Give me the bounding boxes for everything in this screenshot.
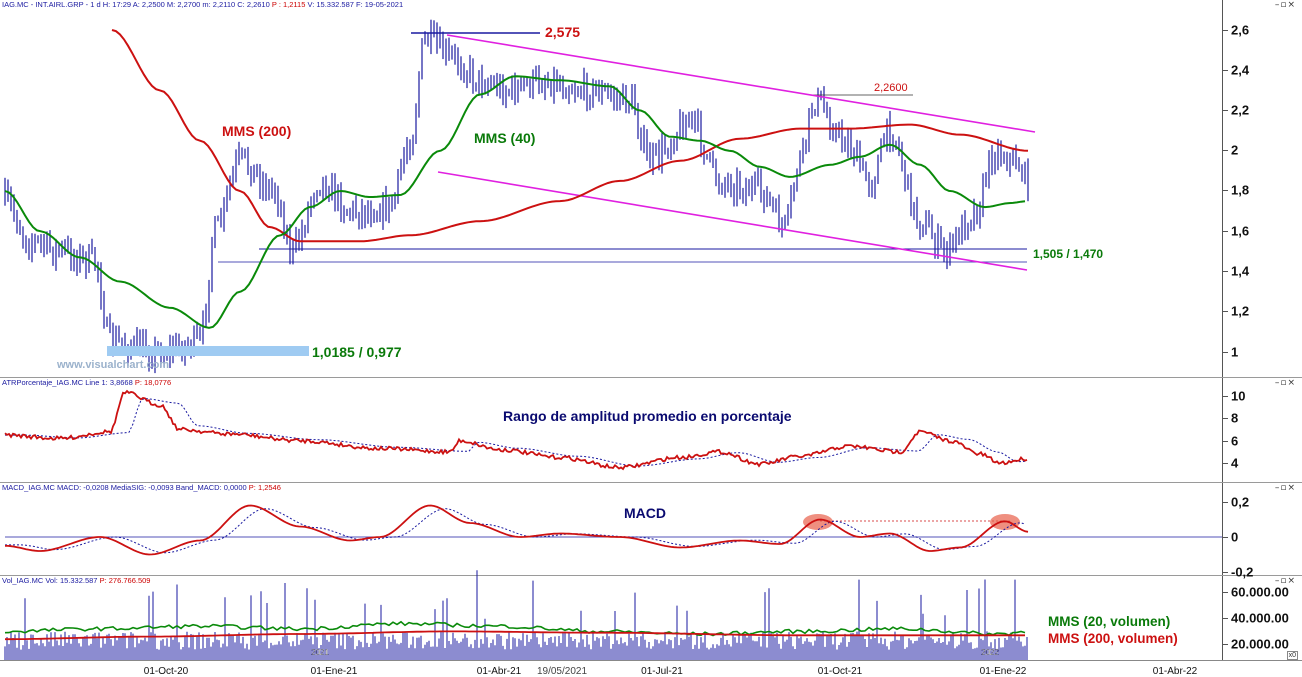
macd-header: MACD_IAG.MC MACD: -0,0208 MediaSIG: -0,0…	[2, 483, 281, 492]
y-tick: 1,8	[1231, 182, 1250, 198]
y-tick: 1	[1231, 344, 1239, 360]
macd-pane: MACD_IAG.MC MACD: -0,0208 MediaSIG: -0,0…	[0, 483, 1302, 580]
atr-window-buttons[interactable]: –▫×	[1274, 378, 1296, 388]
label-mms200: MMS (200)	[222, 123, 292, 139]
label-support: 1,505 / 1,470	[1033, 247, 1104, 261]
y-tick: 2,6	[1231, 22, 1250, 38]
y-tick: 8	[1231, 410, 1239, 426]
atr-header: ATRPorcentaje_IAG.MC Line 1: 3,8668 P: 1…	[2, 378, 172, 387]
volume-pane: Vol_IAG.MC Vol: 15.332.587 P: 276.766.50…	[0, 570, 1302, 662]
x-label: 01-Abr-22	[1152, 666, 1198, 677]
atr-chart	[4, 389, 1028, 471]
y-tick: 1,4	[1231, 263, 1250, 279]
low-zone	[107, 346, 309, 356]
mms200-line	[111, 29, 1029, 243]
label-mms40: MMS (40)	[474, 130, 536, 146]
y-tick: 6	[1231, 433, 1239, 449]
label-vol-mms200: MMS (200, volumen)	[1048, 631, 1178, 646]
macd-title: MACD	[624, 505, 666, 521]
y-tick: 2,4	[1231, 62, 1250, 78]
y-tick: 60.000.00	[1231, 584, 1289, 600]
x-label: 01-Abr-21	[476, 666, 522, 677]
channel-top	[446, 34, 1036, 133]
macd-highlight-1	[803, 514, 833, 530]
macd-line	[4, 504, 1029, 556]
x-label: 01-Oct-21	[817, 666, 863, 677]
price-y-axis: 2,6 2,4 2,2 2 1,8 1,6 1,4 1,2 1	[1222, 0, 1302, 377]
y-tick: -0,2	[1231, 564, 1254, 580]
y-tick: 10	[1231, 388, 1246, 404]
price-pane: IAG.MC - INT.AIRL.GRP - 1 d H: 17:29 A: …	[0, 0, 1302, 378]
label-mid-high: 2,2600	[874, 82, 908, 94]
x-label: 01-Jul-21	[641, 666, 683, 677]
price-window-buttons[interactable]: –▫×	[1274, 0, 1296, 10]
volume-mms200-line	[5, 630, 1025, 641]
y-tick: 40.000.00	[1231, 610, 1289, 626]
y-tick: 1,6	[1231, 223, 1250, 239]
mms40-line	[4, 75, 1026, 329]
atr-signal-line	[5, 397, 1026, 467]
atr-pane: ATRPorcentaje_IAG.MC Line 1: 3,8668 P: 1…	[0, 378, 1302, 483]
volume-window-buttons[interactable]: –▫×	[1274, 576, 1296, 586]
volume-chart	[4, 570, 1028, 660]
volume-y-axis: 60.000.00 40.000.00 20.000.00 x0	[1222, 576, 1302, 662]
volume-header: Vol_IAG.MC Vol: 15.332.587 P: 276.766.50…	[2, 576, 151, 585]
macd-window-buttons[interactable]: –▫×	[1274, 483, 1296, 493]
label-vol-mms20: MMS (20, volumen)	[1048, 614, 1171, 629]
channel-bottom	[437, 171, 1028, 271]
x-label-current-date: 19/05/2021	[536, 666, 588, 677]
label-high: 2,575	[545, 24, 581, 40]
macd-signal-line	[5, 508, 1026, 554]
atr-y-axis: 10 8 6 4	[1222, 378, 1302, 482]
macd-chart	[4, 504, 1222, 556]
atr-line	[4, 389, 1028, 471]
volume-mms20-line	[4, 620, 1026, 637]
macd-y-axis: 0,2 0 -0,2	[1222, 483, 1302, 580]
y-tick: 0,2	[1231, 494, 1250, 510]
watermark: www.visualchart.com	[57, 359, 170, 371]
y-tick: 1,2	[1231, 303, 1250, 319]
x-label: 01-Ene-22	[979, 666, 1027, 677]
x-label: 01-Oct-20	[143, 666, 189, 677]
date-axis	[0, 660, 1302, 676]
y-tick: 0	[1231, 529, 1239, 545]
price-chart	[4, 19, 1036, 374]
year-mark: 2022	[981, 648, 999, 657]
year-mark: 2021	[311, 648, 329, 657]
label-low: 1,0185 / 0,977	[312, 344, 402, 360]
price-header: IAG.MC - INT.AIRL.GRP - 1 d H: 17:29 A: …	[2, 0, 404, 9]
volume-corner-label: x0	[1286, 651, 1298, 660]
y-tick: 2,2	[1231, 102, 1250, 118]
y-tick: 20.000.00	[1231, 636, 1289, 652]
x-label: 01-Ene-21	[310, 666, 358, 677]
atr-title: Rango de amplitud promedio en porcentaje	[503, 408, 792, 424]
y-tick: 4	[1231, 455, 1239, 471]
y-tick: 2	[1231, 142, 1239, 158]
